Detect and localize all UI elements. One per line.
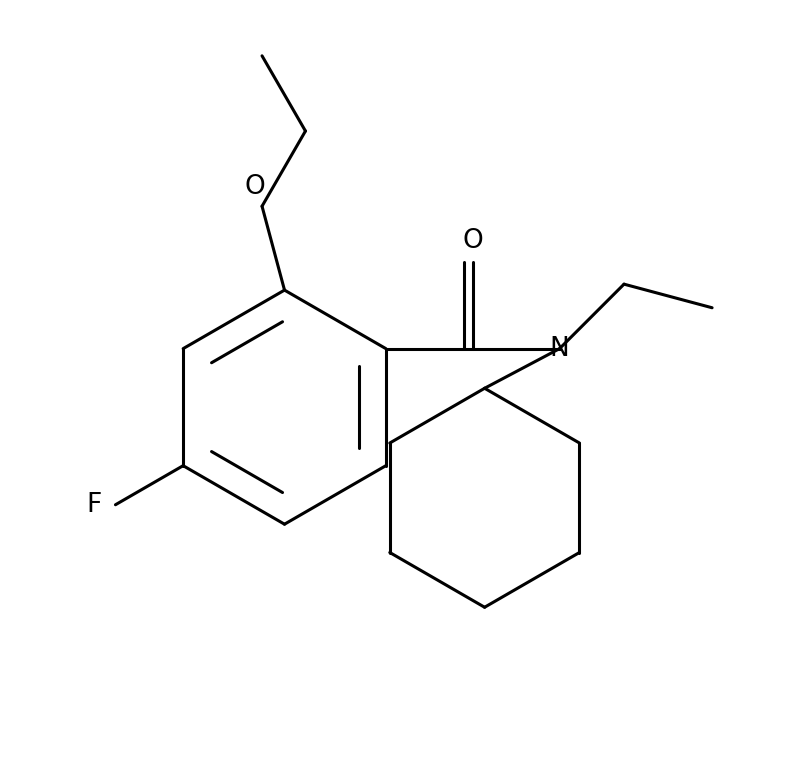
Text: O: O	[244, 175, 265, 201]
Text: N: N	[550, 335, 570, 361]
Text: O: O	[463, 228, 483, 255]
Text: F: F	[87, 491, 102, 518]
